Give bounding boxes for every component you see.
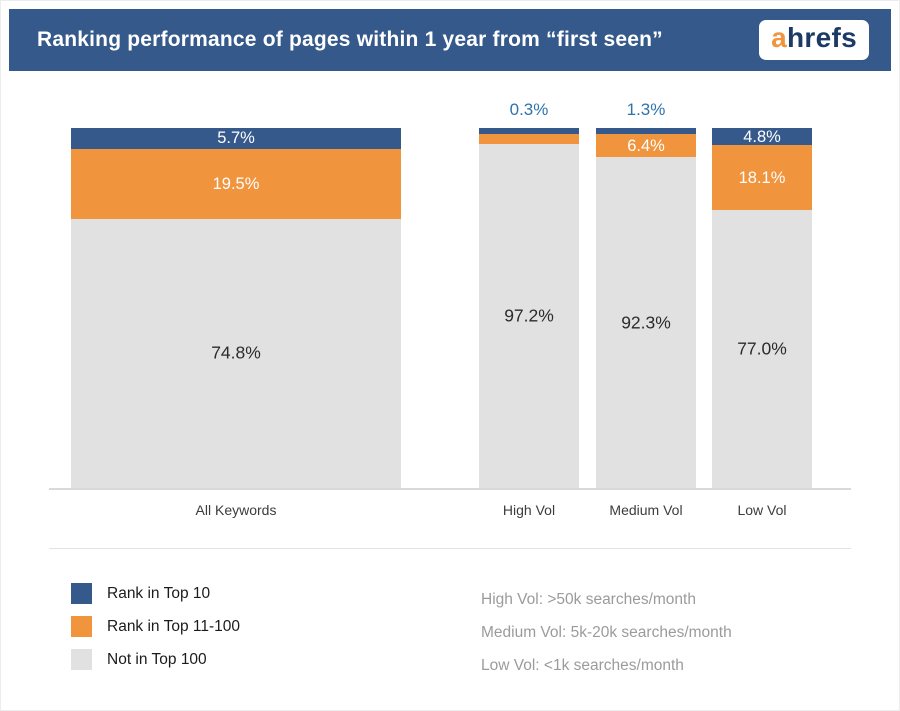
- page-title: Ranking performance of pages within 1 ye…: [37, 28, 663, 51]
- value-label-top11-100: 19.5%: [212, 174, 260, 193]
- chart-plot: 5.7% 19.5% 74.8% 0.3%2.5%97.2% 1.3% 6.4% 92.3%…: [49, 100, 851, 490]
- value-label-not-top100: 77.0%: [737, 338, 787, 359]
- logo-text-hrefs: hrefs: [787, 22, 857, 54]
- legend-swatch-top11-100: [71, 616, 92, 637]
- ahrefs-logo: ahrefs: [759, 20, 869, 60]
- legend-item-top11-100: Rank in Top 11-100: [71, 616, 459, 637]
- value-label-top10: 5.7%: [217, 129, 255, 147]
- category-labels: All Keywords High Vol Medium Vol Low Vol: [49, 502, 851, 522]
- value-label-top11-100: 6.4%: [627, 136, 665, 155]
- segment-rank-in-top-10: [479, 128, 579, 134]
- category-label-medium-vol: Medium Vol: [609, 502, 683, 518]
- header: Ranking performance of pages within 1 ye…: [9, 9, 891, 71]
- legend-label-not-top100: Not in Top 100: [107, 650, 207, 668]
- value-label-not-top100: 97.2%: [504, 305, 554, 326]
- logo-letter-a: a: [771, 22, 788, 54]
- segment-not-in-top-100: 77.0%: [712, 210, 812, 488]
- note-high-vol: High Vol: >50k searches/month: [481, 591, 696, 608]
- segment-not-in-top-100: 74.8%: [71, 218, 401, 488]
- value-label-not-top100: 74.8%: [211, 342, 261, 363]
- segment-not-in-top-100: 97.2%: [479, 144, 579, 488]
- segment-not-in-top-100: 92.3%: [596, 157, 696, 488]
- legend-swatch-not-top100: [71, 649, 92, 670]
- segment-rank-in-top-11-100: 6.4%: [596, 134, 696, 158]
- bar-medium-vol: 1.3% 6.4% 92.3%: [596, 100, 696, 488]
- segment-rank-in-top-11-100: [479, 134, 579, 144]
- value-label-top10: 1.3%: [626, 100, 666, 119]
- note-low-vol: Low Vol: <1k searches/month: [481, 657, 684, 674]
- legend-swatch-top10: [71, 583, 92, 604]
- bar-high-vol: 0.3%2.5%97.2%: [479, 100, 579, 488]
- divider: [49, 548, 851, 549]
- bar-low-vol: 4.8% 18.1% 77.0%: [712, 128, 812, 488]
- footer: Rank in Top 10 Rank in Top 11-100 Not in…: [49, 583, 851, 682]
- legend-item-not-top100: Not in Top 100: [71, 649, 459, 670]
- category-label-all-keywords: All Keywords: [195, 502, 277, 518]
- value-label-top11-100: 18.1%: [738, 168, 786, 187]
- value-label-top10: 4.8%: [743, 127, 781, 146]
- legend: Rank in Top 10 Rank in Top 11-100 Not in…: [71, 583, 459, 682]
- value-label-top10: 0.3%: [509, 100, 549, 119]
- segment-rank-in-top-10: 4.8%: [712, 127, 812, 146]
- legend-item-top10: Rank in Top 10: [71, 583, 459, 604]
- category-label-low-vol: Low Vol: [737, 502, 787, 518]
- volume-notes: High Vol: >50k searches/month Medium Vol…: [459, 583, 732, 682]
- segment-rank-in-top-11-100: 19.5%: [71, 148, 401, 219]
- legend-label-top11-100: Rank in Top 11-100: [107, 617, 240, 635]
- segment-rank-in-top-11-100: 18.1%: [712, 145, 812, 211]
- segment-rank-in-top-10: 5.7%: [71, 128, 401, 149]
- value-label-not-top100: 92.3%: [621, 311, 671, 332]
- segment-rank-in-top-10: [596, 128, 696, 134]
- category-label-high-vol: High Vol: [502, 502, 556, 518]
- note-medium-vol: Medium Vol: 5k-20k searches/month: [481, 624, 732, 641]
- bar-all-keywords: 5.7% 19.5% 74.8%: [71, 128, 401, 488]
- legend-label-top10: Rank in Top 10: [107, 584, 211, 602]
